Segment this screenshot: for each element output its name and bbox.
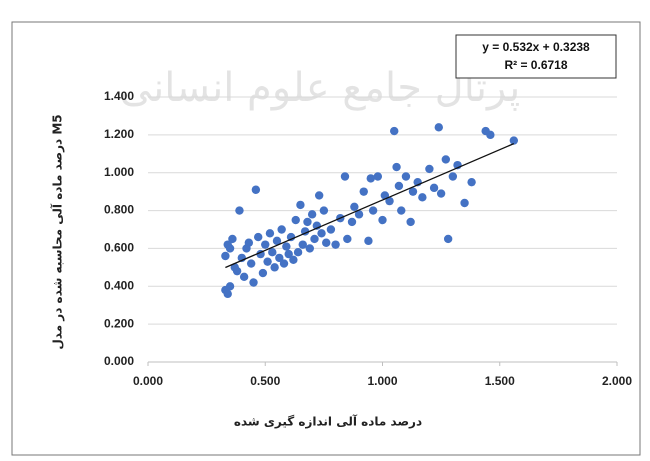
point <box>350 202 359 211</box>
y-tick-label: 0.800 <box>104 203 134 217</box>
point <box>286 232 296 242</box>
point <box>307 210 317 219</box>
point <box>268 248 277 257</box>
equation-box <box>455 34 617 79</box>
point <box>314 191 324 200</box>
point <box>326 225 336 234</box>
point <box>272 236 282 246</box>
point <box>347 217 357 227</box>
point <box>225 282 235 291</box>
point <box>282 242 291 251</box>
point <box>441 155 451 164</box>
point <box>368 206 378 215</box>
point <box>279 259 289 268</box>
point <box>277 225 286 234</box>
point <box>486 130 495 140</box>
point <box>275 253 284 263</box>
point <box>221 251 230 261</box>
point <box>467 177 476 187</box>
y-tick-label: 0.200 <box>104 316 134 330</box>
point <box>303 217 312 227</box>
y-tick-label: 0.000 <box>104 354 134 368</box>
point <box>443 234 453 244</box>
x-tick-label: 0.000 <box>133 374 163 388</box>
point <box>359 187 368 196</box>
point <box>249 278 258 287</box>
point <box>392 162 401 172</box>
point <box>246 259 256 268</box>
point <box>293 248 303 257</box>
point <box>331 240 340 249</box>
point <box>401 172 411 181</box>
point <box>390 126 399 136</box>
point <box>258 268 268 278</box>
x-tick-label: 1.500 <box>485 374 515 388</box>
point <box>270 263 279 272</box>
y-tick-label: 0.400 <box>104 278 134 292</box>
point <box>317 229 326 238</box>
point <box>289 255 298 264</box>
point <box>460 198 469 208</box>
point <box>244 238 254 247</box>
point <box>251 185 261 194</box>
point <box>509 136 519 145</box>
point <box>364 236 373 246</box>
point <box>397 206 406 215</box>
point <box>296 200 305 210</box>
point <box>394 181 404 191</box>
trend-equation: y = 0.532x + 0.3238 <box>482 40 590 54</box>
point <box>310 234 319 244</box>
point <box>263 257 272 266</box>
point <box>228 234 237 244</box>
point <box>254 232 263 242</box>
point <box>436 189 446 198</box>
point <box>354 210 364 219</box>
point <box>322 238 331 247</box>
r-squared: R² = 0.6718 <box>504 58 567 72</box>
point <box>340 172 350 181</box>
point <box>261 240 270 249</box>
point <box>366 174 375 183</box>
point <box>406 217 415 227</box>
point <box>225 244 235 253</box>
point <box>305 244 315 253</box>
point <box>298 240 307 249</box>
y-tick-label: 1.200 <box>104 127 134 141</box>
y-tick-label: 1.000 <box>104 165 134 179</box>
point <box>223 289 232 299</box>
point <box>235 206 244 215</box>
point <box>418 193 427 202</box>
point <box>319 206 329 215</box>
x-axis-title: درصد ماده آلی اندازه گیری شده <box>234 414 422 429</box>
point <box>284 249 293 259</box>
y-axis-title: درصد ماده آلی محاسبه شده در مدل M5 <box>50 114 65 349</box>
point <box>343 234 352 244</box>
x-tick-label: 2.000 <box>602 374 632 388</box>
point <box>239 272 249 282</box>
chart-frame <box>11 21 641 456</box>
point <box>232 266 242 276</box>
x-tick-label: 0.500 <box>250 374 280 388</box>
point <box>373 172 383 181</box>
x-tick-label: 1.000 <box>367 374 397 388</box>
point <box>434 123 443 132</box>
trendline <box>225 143 515 269</box>
point <box>385 196 394 206</box>
point <box>291 215 300 225</box>
point <box>429 183 439 193</box>
y-tick-label: 1.400 <box>104 89 134 103</box>
point <box>265 229 275 238</box>
point <box>408 187 418 196</box>
point <box>448 172 458 181</box>
point <box>425 164 434 174</box>
y-tick-label: 0.600 <box>104 241 134 255</box>
point <box>378 215 387 225</box>
watermark: پرتال جامع علوم انسانی <box>120 65 521 111</box>
